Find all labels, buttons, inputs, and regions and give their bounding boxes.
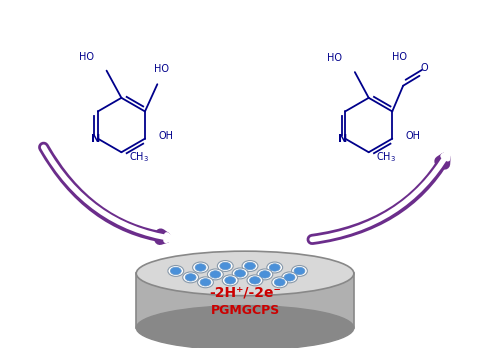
Text: CH$_3$: CH$_3$ [128,150,148,164]
Ellipse shape [208,269,224,280]
Ellipse shape [250,277,260,284]
Ellipse shape [242,261,258,272]
Ellipse shape [210,271,221,278]
Ellipse shape [136,306,354,349]
Text: HO: HO [392,52,407,62]
Ellipse shape [200,279,211,286]
Ellipse shape [284,274,295,281]
Bar [136,273,354,328]
Ellipse shape [260,271,270,278]
Ellipse shape [168,266,184,276]
Ellipse shape [225,277,235,284]
Ellipse shape [218,261,233,272]
Ellipse shape [272,277,287,288]
Ellipse shape [232,268,248,279]
Ellipse shape [222,275,238,286]
Text: N: N [338,134,347,144]
Ellipse shape [292,266,308,276]
Text: OH: OH [406,131,420,141]
Ellipse shape [270,264,280,271]
Ellipse shape [244,262,256,270]
Ellipse shape [294,267,305,275]
Ellipse shape [195,264,206,271]
Ellipse shape [234,270,246,277]
Ellipse shape [185,274,196,281]
Ellipse shape [257,269,273,280]
Ellipse shape [274,279,285,286]
Text: N: N [90,134,100,144]
Text: CH$_3$: CH$_3$ [376,150,396,164]
Ellipse shape [192,262,208,273]
Ellipse shape [136,251,354,296]
Ellipse shape [182,272,198,283]
Ellipse shape [198,277,214,288]
Ellipse shape [170,267,181,275]
Text: HO: HO [154,65,169,74]
Ellipse shape [220,262,230,270]
Text: -2H⁺/-2e⁻: -2H⁺/-2e⁻ [209,285,281,299]
Ellipse shape [267,262,282,273]
Ellipse shape [247,275,263,286]
Text: OH: OH [158,131,173,141]
Text: HO: HO [326,53,342,63]
Text: HO: HO [79,52,94,62]
Text: O: O [420,63,428,73]
Ellipse shape [282,272,298,283]
Text: PGMGCPS: PGMGCPS [210,304,280,317]
